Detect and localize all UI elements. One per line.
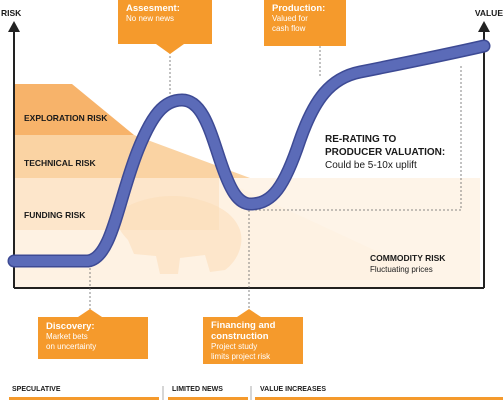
phase-bar-speculative	[9, 397, 159, 400]
phase-bar-limited-news	[168, 397, 248, 400]
discovery-body-1: Market bets	[46, 332, 88, 341]
assessment-pointer	[156, 44, 184, 54]
x-axis-label: VALUE	[474, 8, 503, 18]
value-axis-arrow	[478, 21, 490, 32]
rerating-line2: PRODUCER VALUATION:	[325, 147, 446, 158]
y-axis-arrow	[8, 21, 20, 32]
production-body-1: Valued for	[272, 14, 308, 23]
financing-pointer	[237, 309, 261, 317]
commodity-risk-band	[14, 178, 480, 288]
financing-callout: Financing and construction Project study…	[203, 317, 303, 364]
discovery-title: Discovery:	[46, 321, 95, 332]
phase-speculative: SPECULATIVE	[12, 386, 61, 393]
rerating-line3: Could be 5-10x uplift	[325, 160, 417, 171]
lion-watermark-icon	[116, 196, 242, 274]
assessment-body: No new news	[126, 14, 175, 23]
assessment-title: Assesment:	[126, 3, 180, 14]
financing-title: Financing and construction	[211, 320, 276, 342]
y-axis-label: RISK	[1, 8, 22, 18]
discovery-pointer	[78, 309, 102, 317]
financing-body-2: limits project risk	[211, 351, 271, 361]
production-body-2: cash flow	[272, 23, 306, 33]
discovery-body-2: on uncertainty	[46, 341, 97, 351]
production-title: Production:	[272, 3, 326, 14]
exploration-risk-band	[14, 84, 134, 135]
commodity-risk-subtitle: Fluctuating prices	[370, 265, 433, 274]
commodity-risk-title: COMMODITY RISK	[370, 253, 446, 263]
technical-risk-label: TECHNICAL RISK	[24, 158, 96, 168]
value-curve-fill	[9, 41, 489, 266]
financing-body-1: Project study	[211, 342, 258, 351]
phase-value-increases: VALUE INCREASES	[260, 386, 326, 393]
funding-risk-label: FUNDING RISK	[24, 210, 86, 220]
production-callout: Production: Valued for cash flow	[264, 0, 346, 46]
assessment-callout: Assesment: No new news	[118, 0, 212, 44]
phase-limited-news: LIMITED NEWS	[172, 386, 223, 393]
rerating-line1: RE-RATING TO	[325, 134, 397, 145]
exploration-risk-label: EXPLORATION RISK	[24, 113, 108, 123]
discovery-callout: Discovery: Market bets on uncertainty	[38, 317, 148, 359]
rerating-bracket	[255, 66, 462, 211]
phase-bar-value-increases	[255, 397, 503, 400]
